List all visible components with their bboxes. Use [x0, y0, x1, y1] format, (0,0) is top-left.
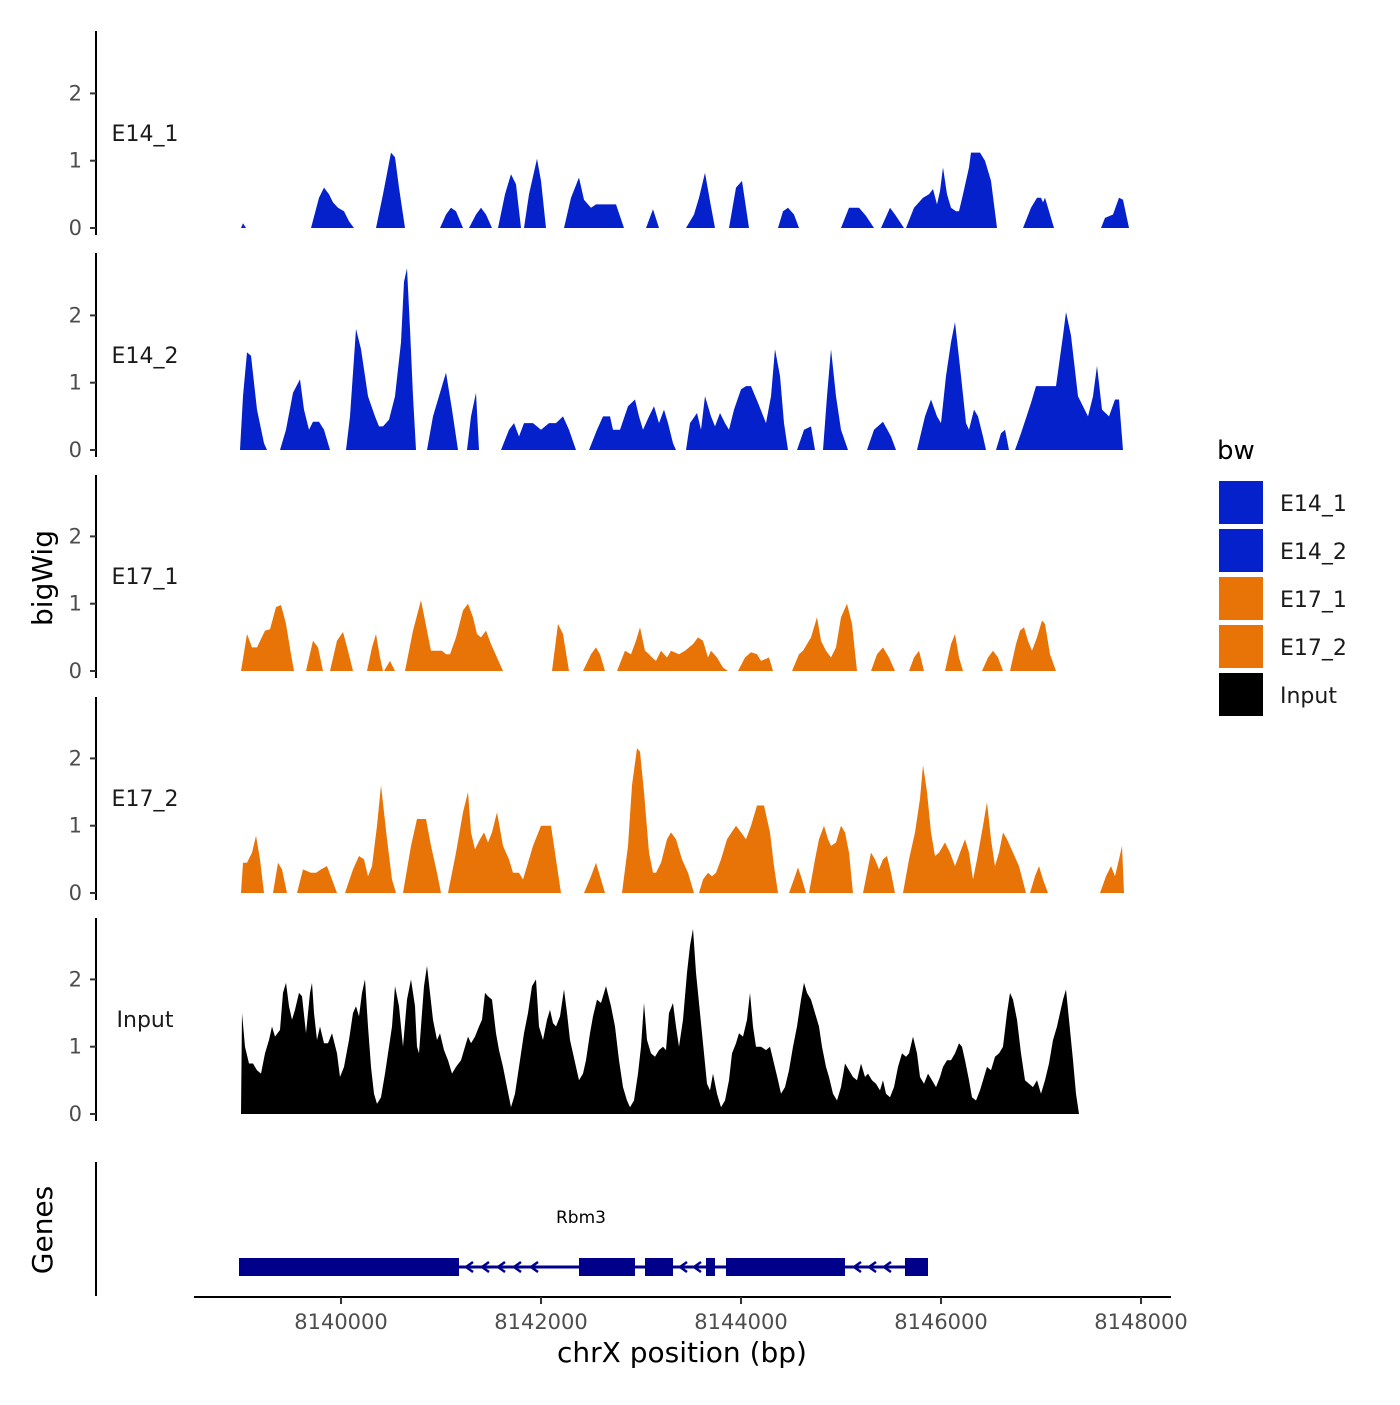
gene-exon-6 [905, 1258, 928, 1276]
y-tick-label-e17-2-0: 0 [69, 881, 82, 905]
gene-exon-2 [579, 1258, 635, 1276]
y-tick-label-input-0: 0 [69, 1102, 82, 1126]
area-input [241, 928, 1079, 1114]
gene-exon-5 [726, 1258, 845, 1276]
x-tick-label-8146000: 8146000 [894, 1310, 988, 1334]
legend-swatch-e17-1 [1219, 577, 1263, 620]
strand-arrow-9 [866, 1260, 877, 1274]
y-tick-label-e17-2-1: 1 [69, 814, 82, 838]
legend-label-e14-2: E14_2 [1280, 540, 1347, 565]
legend-label-e17-2: E17_2 [1280, 636, 1347, 661]
y-tick-label-e14-1-0: 0 [69, 216, 82, 240]
track-label-input: Input [117, 1008, 174, 1033]
y-tick-label-e14-1-1: 1 [69, 149, 82, 173]
strand-arrow-10 [881, 1260, 892, 1274]
strand-arrow-5 [528, 1260, 539, 1274]
strand-arrow-2 [479, 1260, 490, 1274]
y-tick-label-e17-2-2: 2 [69, 746, 82, 770]
tracks: 0 1 2 E14_1 0 1 2 E14_2 0 1 2 E17_1 0 1 2 E17_2 0 1 2 Input [69, 31, 1129, 1126]
area-e17-1 [241, 600, 1056, 671]
gene-rbm3: Rbm3 [239, 1208, 928, 1276]
genes-axis-title: Genes [26, 1186, 59, 1274]
area-e14-2 [240, 268, 1123, 450]
x-tick-label-8148000: 8148000 [1094, 1310, 1188, 1334]
y-tick-label-input-2: 2 [69, 967, 82, 991]
strand-arrow-4 [511, 1260, 522, 1274]
area-e14-1 [241, 152, 1129, 228]
y-tick-label-e14-1-2: 2 [69, 81, 82, 105]
y-axis-title: bigWig [26, 530, 59, 626]
y-tick-label-e14-2-0: 0 [69, 438, 82, 462]
legend-swatch-input [1219, 673, 1263, 716]
strand-arrow-1 [463, 1260, 474, 1274]
strand-arrow-3 [495, 1260, 506, 1274]
track-label-e14-2: E14_2 [112, 344, 179, 369]
legend-label-e17-1: E17_1 [1280, 588, 1347, 613]
strand-arrow-6 [677, 1260, 688, 1274]
track-e14-2: 0 1 2 E14_2 [69, 253, 1123, 462]
y-tick-label-e17-1-0: 0 [69, 659, 82, 683]
gene-exon-4 [706, 1258, 715, 1276]
track-label-e17-1: E17_1 [112, 565, 179, 590]
gene-exon-1 [239, 1258, 459, 1276]
legend: bw E14_1 E14_2 E17_1 E17_2 Input [1217, 436, 1347, 716]
track-label-e17-2: E17_2 [112, 787, 179, 812]
y-tick-label-e14-2-2: 2 [69, 303, 82, 327]
track-input: 0 1 2 Input [69, 918, 1079, 1126]
x-tick-label-8142000: 8142000 [494, 1310, 588, 1334]
legend-swatch-e17-2 [1219, 625, 1263, 668]
area-e17-2 [241, 748, 1124, 893]
genes-panel: Genes Rbm3 [26, 1162, 928, 1296]
legend-title: bw [1217, 436, 1255, 466]
track-e17-1: 0 1 2 E17_1 [69, 475, 1056, 683]
legend-swatch-e14-1 [1219, 481, 1263, 524]
gene-exon-3 [645, 1258, 673, 1276]
track-e17-2: 0 1 2 E17_2 [69, 697, 1124, 905]
x-axis-title: chrX position (bp) [557, 1336, 807, 1369]
x-tick-label-8144000: 8144000 [694, 1310, 788, 1334]
legend-label-input: Input [1280, 684, 1337, 709]
strand-arrow-7 [691, 1260, 702, 1274]
y-tick-label-e17-1-2: 2 [69, 524, 82, 548]
x-axis: chrX position (bp) 8140000 8142000 8144000… [194, 1296, 1188, 1369]
strand-arrow-8 [851, 1260, 862, 1274]
track-label-e14-1: E14_1 [112, 122, 179, 147]
legend-label-e14-1: E14_1 [1280, 492, 1347, 517]
y-tick-label-input-1: 1 [69, 1035, 82, 1059]
legend-items: E14_1 E14_2 E17_1 E17_2 Input [1219, 481, 1347, 716]
legend-swatch-e14-2 [1219, 529, 1263, 572]
gene-label-rbm3: Rbm3 [556, 1208, 606, 1228]
y-tick-label-e17-1-1: 1 [69, 592, 82, 616]
y-tick-label-e14-2-1: 1 [69, 371, 82, 395]
x-tick-label-8140000: 8140000 [294, 1310, 388, 1334]
track-e14-1: 0 1 2 E14_1 [69, 31, 1129, 240]
gene-models: Rbm3 [239, 1208, 928, 1276]
